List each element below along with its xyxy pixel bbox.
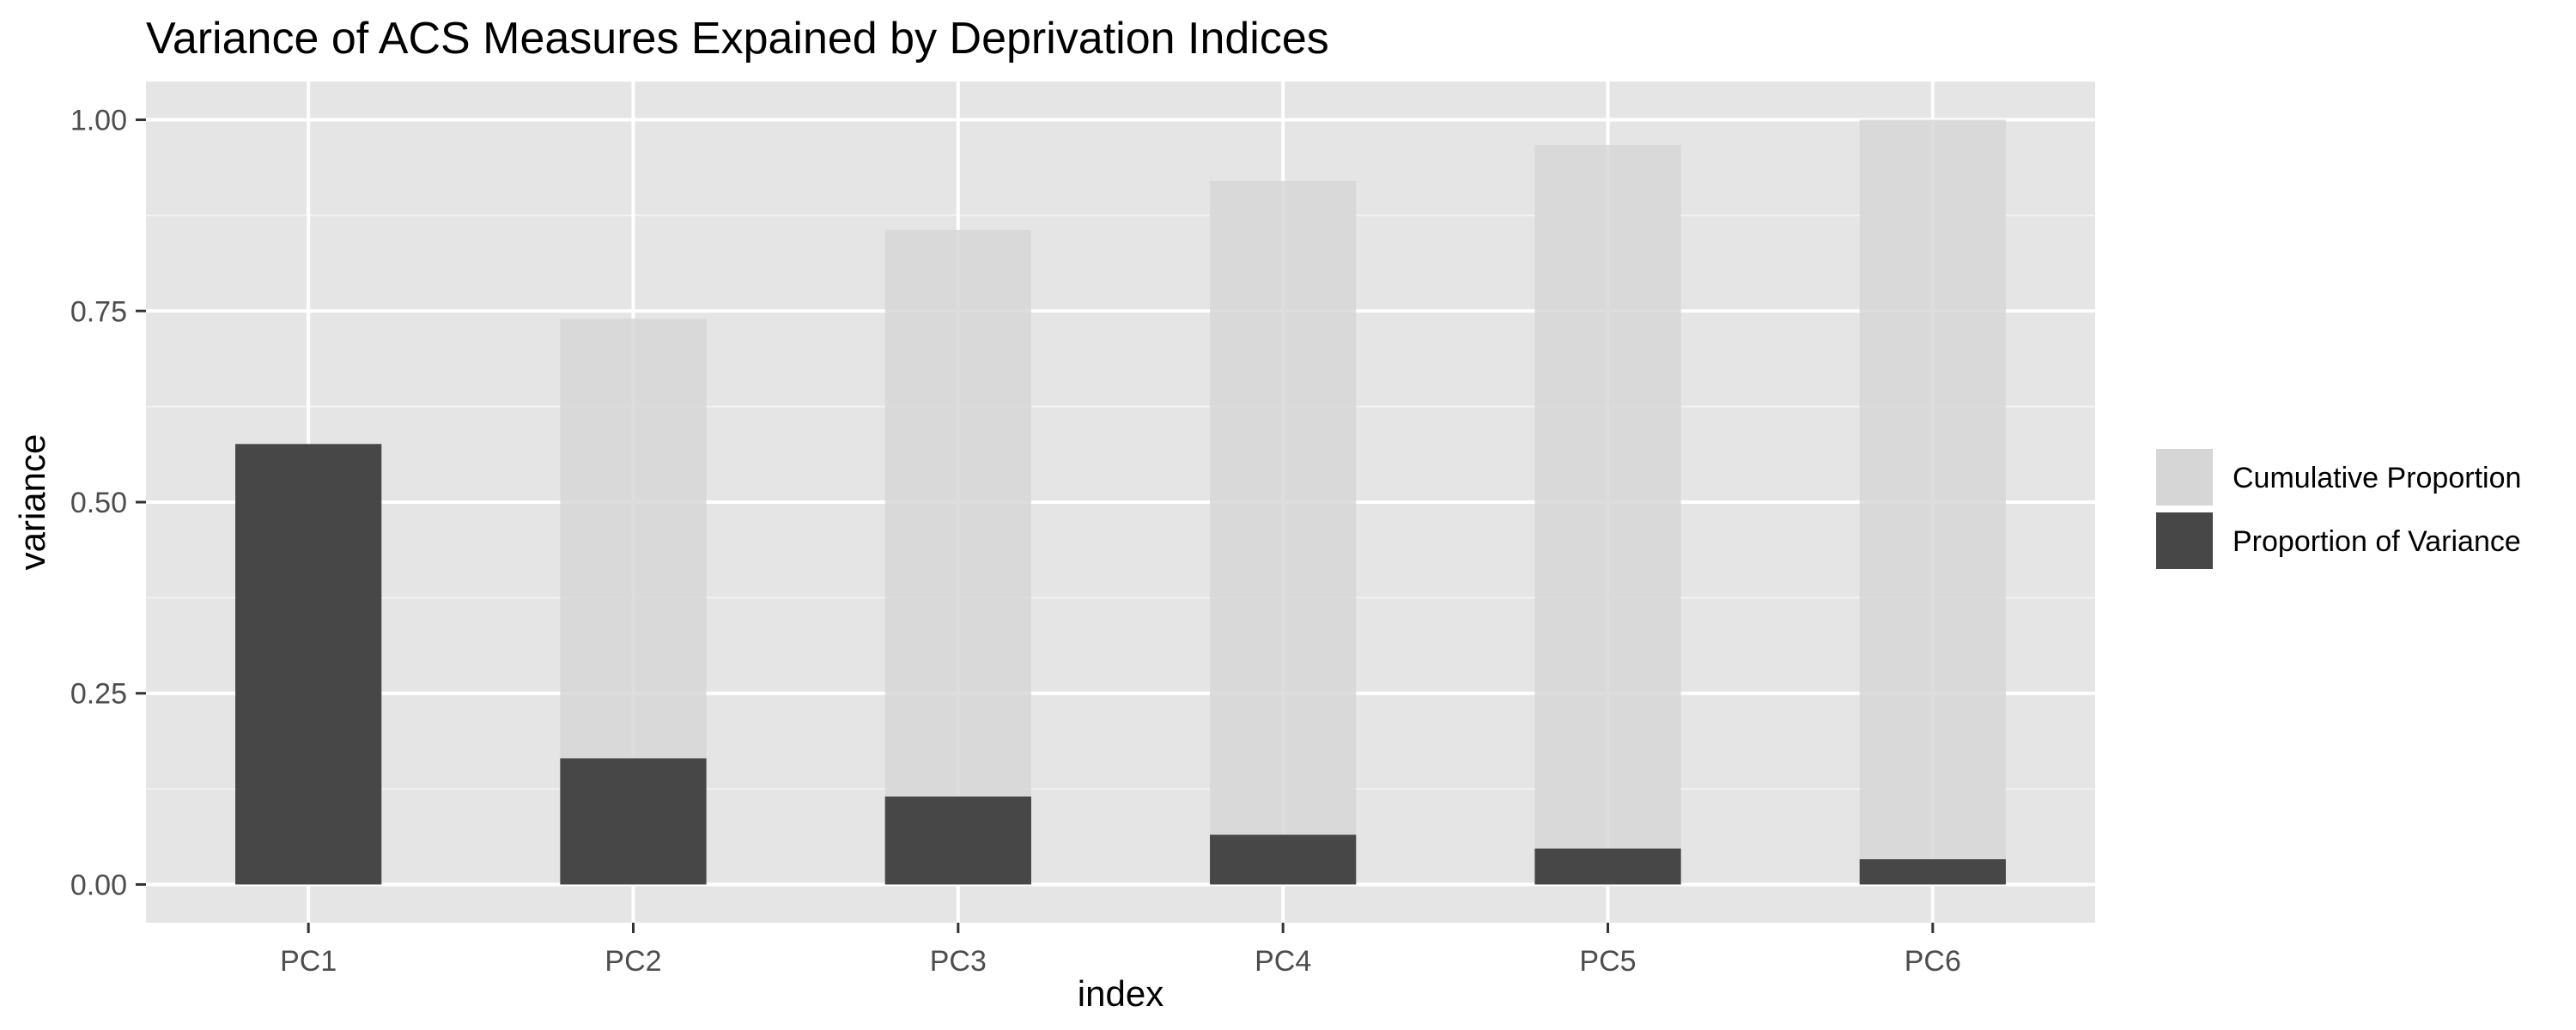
proportion-of-variance-bars (235, 444, 2006, 885)
legend-label: Proportion of Variance (2233, 525, 2521, 558)
y-tick-label: 0.75 (70, 295, 127, 328)
minor-gridlines (146, 214, 2095, 791)
bar-proportion-pc4 (1210, 834, 1357, 885)
bar-proportion-pc1 (235, 444, 382, 885)
bar-proportion-pc6 (1859, 859, 2006, 885)
bar-cumulative-pc5 (1534, 144, 1681, 885)
y-tick-label: 0.25 (70, 678, 127, 711)
bar-cumulative-pc3 (884, 229, 1031, 885)
bar-proportion-pc3 (884, 797, 1031, 885)
y-axis-title: variance (12, 434, 52, 571)
bar-cumulative-pc4 (1210, 180, 1357, 885)
legend-key (2154, 511, 2215, 571)
x-tick-label: PC6 (1905, 945, 1961, 978)
y-tick-label: 0.50 (70, 487, 127, 519)
x-axis: PC1 PC2 PC3 PC4 PC5 PC6 (280, 923, 1961, 978)
legend-key (2154, 447, 2215, 507)
y-tick-label: 1.00 (70, 105, 127, 137)
chart-title: Variance of ACS Measures Expained by Dep… (146, 14, 1329, 64)
bar-cumulative-pc6 (1859, 119, 2006, 885)
legend: Cumulative Proportion Proportion of Varia… (2154, 447, 2521, 571)
y-tick-label: 0.00 (70, 869, 127, 901)
x-tick-label: PC3 (930, 945, 987, 978)
x-tick-label: PC1 (280, 945, 337, 978)
bar-proportion-pc2 (560, 758, 707, 885)
x-tick-label: PC4 (1255, 945, 1311, 978)
x-axis-title: index (1078, 973, 1163, 1014)
x-tick-label: PC5 (1579, 945, 1636, 978)
x-tick-label: PC2 (605, 945, 661, 978)
bar-proportion-pc5 (1534, 848, 1681, 885)
y-axis: 0.00 0.25 0.50 0.75 1.00 (70, 105, 146, 901)
legend-label: Cumulative Proportion (2233, 462, 2521, 494)
